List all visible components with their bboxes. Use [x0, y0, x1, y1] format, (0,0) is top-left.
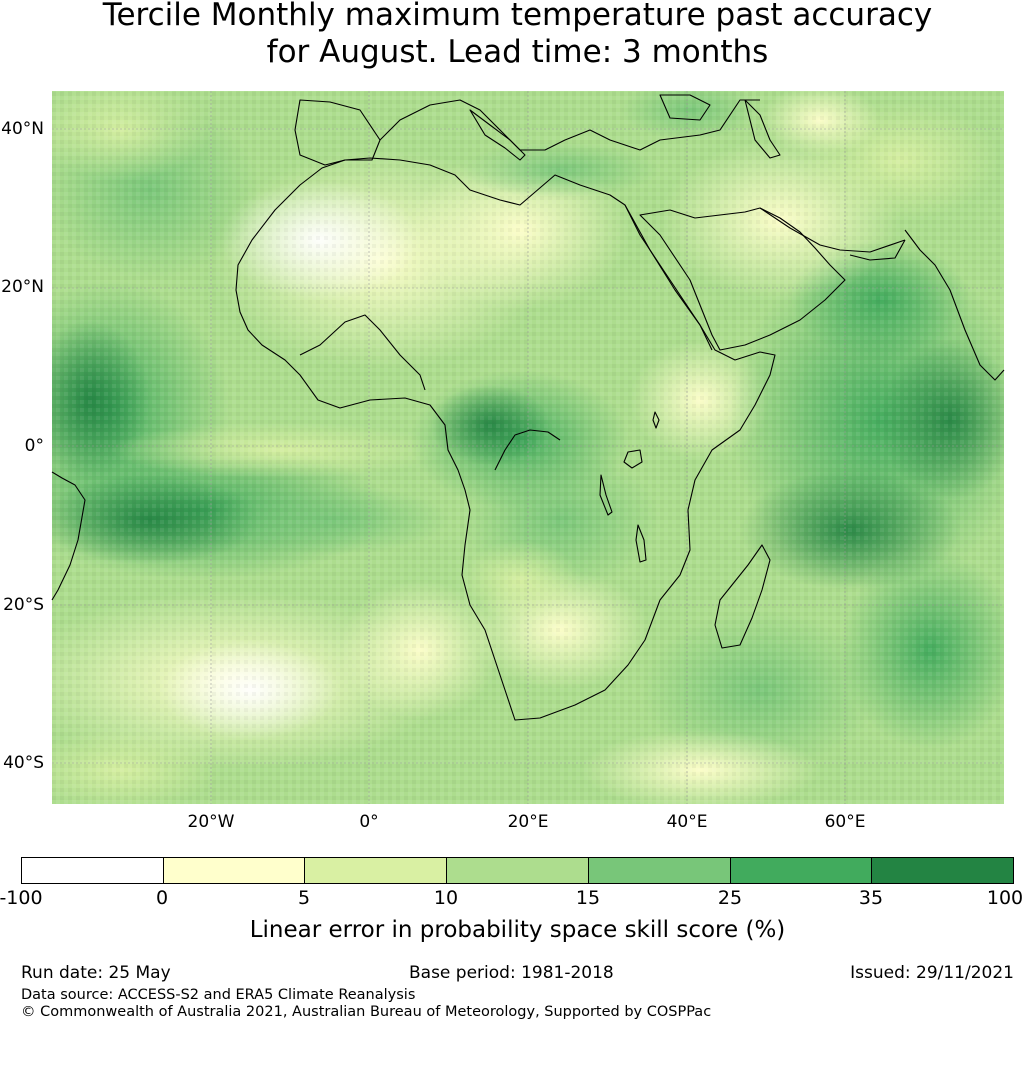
coastlines	[51, 94, 1005, 721]
colorbar-tick: 25	[717, 887, 743, 909]
lat-label-40n: 40°N	[1, 119, 44, 139]
run-date: Run date: 25 May	[21, 963, 171, 983]
colorbar-tick: 5	[297, 887, 311, 909]
lat-label-0: 0°	[24, 436, 44, 456]
colorbar-tick: 0	[155, 887, 169, 909]
lon-label-20e: 20°E	[507, 812, 549, 832]
colorbar-segment	[871, 858, 1014, 883]
lon-label-20w: 20°W	[187, 812, 235, 832]
colorbar-segment	[304, 858, 447, 883]
data-source: Data source: ACCESS-S2 and ERA5 Climate …	[21, 987, 416, 1003]
colorbar-segment	[587, 858, 730, 883]
colorbar-segment	[162, 858, 305, 883]
lat-label-20s: 20°S	[3, 595, 44, 615]
colorbar	[21, 857, 1014, 884]
lon-label-40e: 40°E	[666, 812, 708, 832]
colorbar-segment	[729, 858, 872, 883]
base-period: Base period: 1981-2018	[409, 963, 614, 983]
chart-title-line-2: for August. Lead time: 3 months	[266, 34, 769, 70]
lon-label-60e: 60°E	[824, 812, 866, 832]
colorbar-tick: 10	[433, 887, 459, 909]
chart-title-line-1: Tercile Monthly maximum temperature past…	[102, 0, 933, 33]
colorbar-label: Linear error in probability space skill …	[249, 917, 786, 943]
issued-date: Issued: 29/11/2021	[850, 963, 1014, 983]
colorbar-tick: 100	[986, 887, 1024, 909]
colorbar-tick: -100	[0, 887, 43, 909]
lat-label-20n: 20°N	[1, 277, 44, 297]
lon-label-0: 0°	[359, 812, 379, 832]
skill-map	[51, 91, 1005, 804]
colorbar-tick: 15	[575, 887, 601, 909]
colorbar-tick: 35	[858, 887, 884, 909]
map-gridlines	[52, 91, 1004, 804]
skill-field	[52, 91, 1004, 804]
copyright: © Commonwealth of Australia 2021, Austra…	[21, 1004, 712, 1020]
colorbar-segment	[446, 858, 588, 883]
colorbar-segment	[22, 858, 163, 883]
lat-label-40s: 40°S	[3, 753, 44, 773]
